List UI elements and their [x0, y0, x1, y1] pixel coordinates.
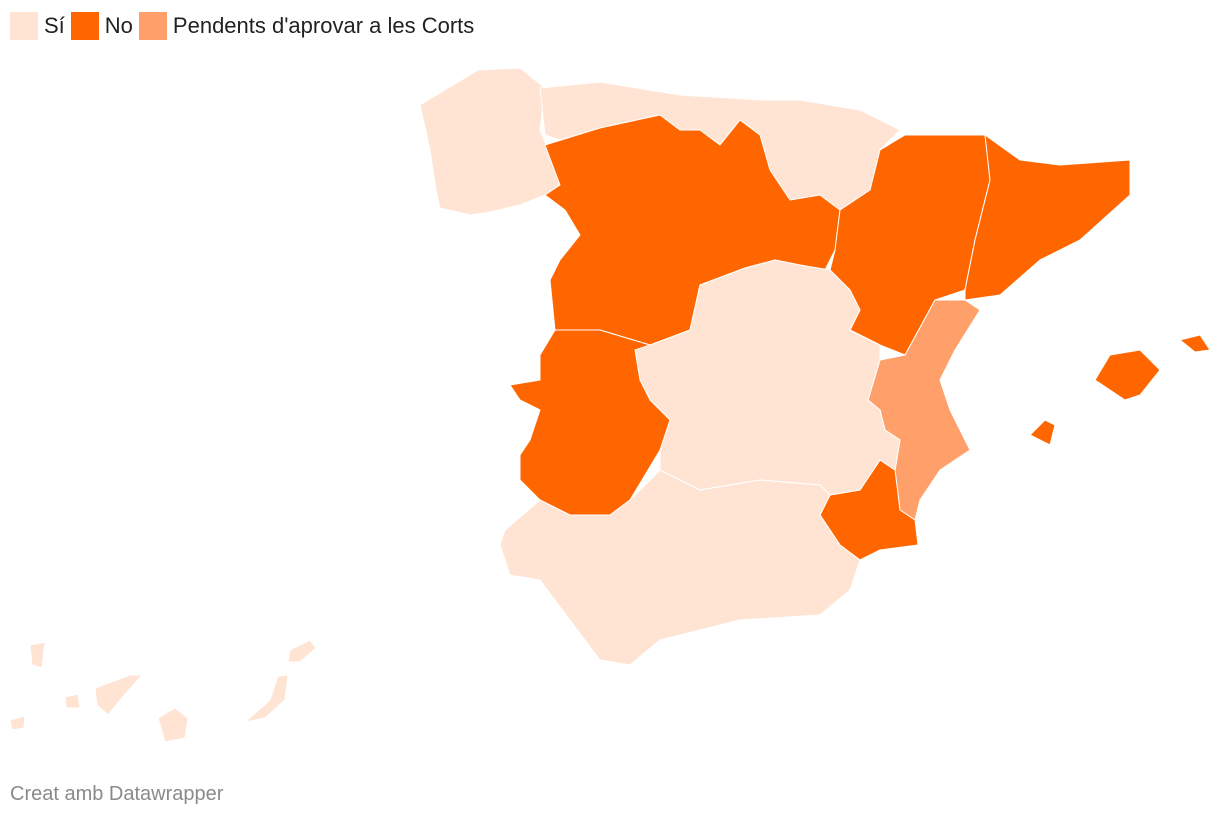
- legend-swatch: [70, 12, 99, 40]
- legend-item: No: [70, 12, 133, 40]
- region: [499, 469, 861, 666]
- region: [1029, 334, 1211, 446]
- legend-item: Pendents d'aprovar a les Corts: [138, 12, 475, 40]
- region: [964, 134, 1131, 301]
- region: [9, 639, 317, 743]
- legend-label: Pendents d'aprovar a les Corts: [172, 13, 475, 38]
- credit: Creat amb Datawrapper: [10, 783, 224, 805]
- legend: Sí No Pendents d'aprovar a les Corts: [10, 12, 480, 40]
- legend-label: No: [104, 13, 133, 38]
- legend-label: Sí: [44, 13, 65, 38]
- legend-swatch: [10, 12, 38, 40]
- legend-item: Sí: [10, 12, 65, 40]
- region: [419, 67, 561, 216]
- legend-swatch: [138, 12, 167, 40]
